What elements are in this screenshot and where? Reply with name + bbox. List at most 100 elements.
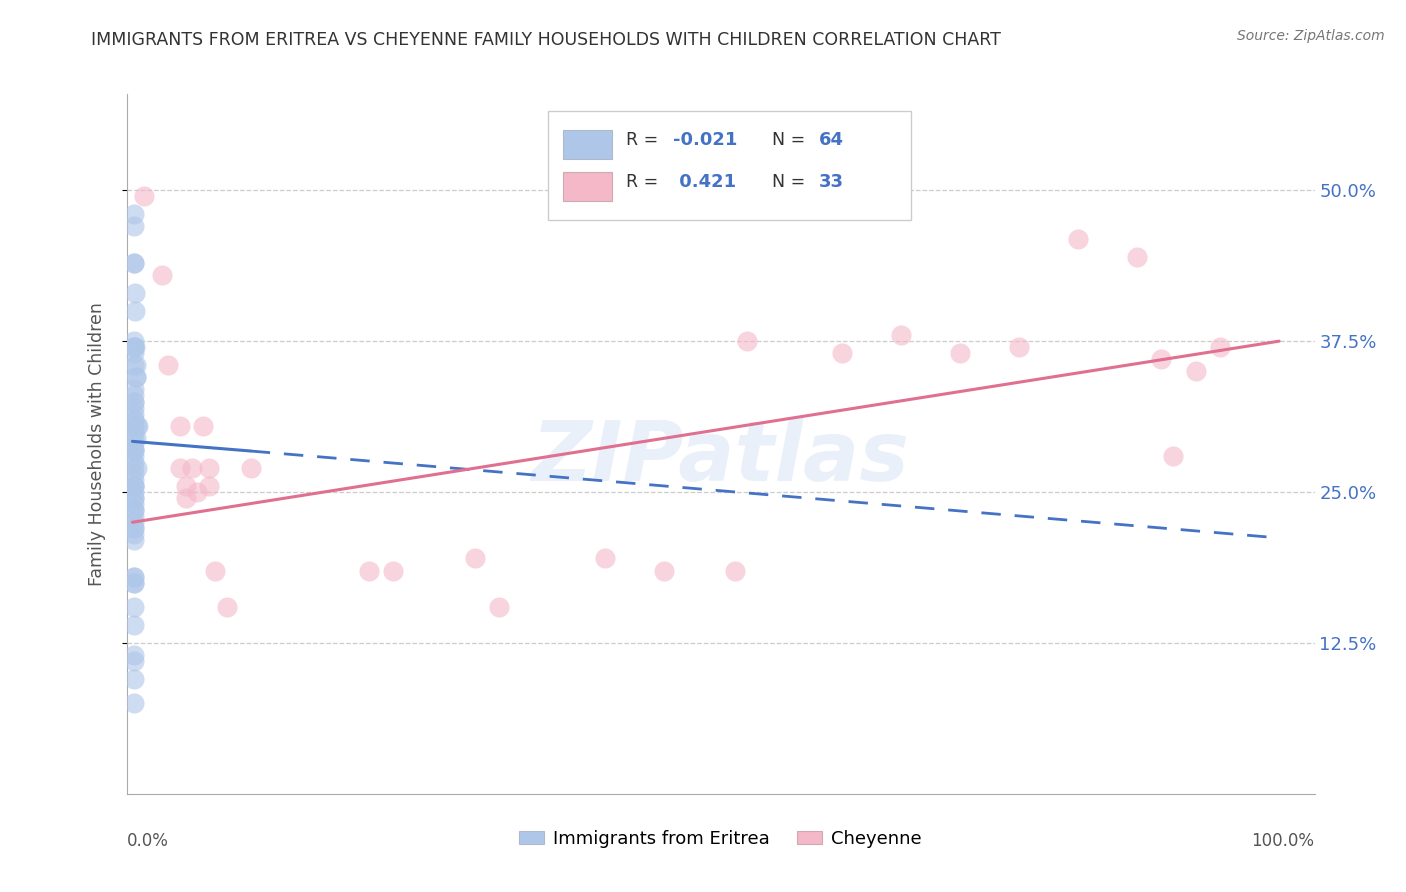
Point bbox=[122, 207, 145, 221]
FancyBboxPatch shape bbox=[548, 112, 911, 219]
Point bbox=[122, 618, 145, 632]
Point bbox=[122, 455, 145, 469]
Point bbox=[831, 346, 853, 360]
Point bbox=[122, 255, 145, 269]
Point bbox=[122, 394, 145, 409]
Point bbox=[122, 388, 145, 402]
Point bbox=[122, 340, 145, 354]
Point bbox=[198, 479, 221, 493]
Point bbox=[127, 418, 149, 433]
Point bbox=[122, 359, 145, 373]
Point bbox=[122, 383, 145, 397]
Point bbox=[122, 255, 145, 269]
Point bbox=[169, 461, 191, 475]
Text: N =: N = bbox=[772, 173, 810, 191]
Point bbox=[122, 569, 145, 583]
Point bbox=[122, 461, 145, 475]
Point bbox=[122, 575, 145, 590]
Point bbox=[122, 696, 145, 710]
Point bbox=[357, 564, 380, 578]
Point bbox=[1067, 231, 1090, 245]
Point bbox=[122, 503, 145, 517]
Point bbox=[122, 407, 145, 421]
Point bbox=[890, 328, 912, 343]
Point bbox=[122, 503, 145, 517]
Text: 0.0%: 0.0% bbox=[127, 832, 169, 850]
Point bbox=[127, 461, 149, 475]
Point bbox=[735, 334, 758, 348]
Point bbox=[1209, 340, 1232, 354]
Point bbox=[150, 268, 173, 282]
Point bbox=[1150, 352, 1173, 367]
Point bbox=[122, 533, 145, 548]
Text: N =: N = bbox=[772, 131, 810, 149]
Point bbox=[1008, 340, 1031, 354]
Point bbox=[125, 359, 148, 373]
Point bbox=[174, 491, 197, 505]
Point bbox=[122, 521, 145, 535]
Point bbox=[381, 564, 404, 578]
Text: Source: ZipAtlas.com: Source: ZipAtlas.com bbox=[1237, 29, 1385, 43]
Point bbox=[122, 599, 145, 614]
Point bbox=[204, 564, 226, 578]
Point bbox=[1185, 364, 1208, 378]
Point bbox=[122, 442, 145, 457]
Point bbox=[239, 461, 262, 475]
Point bbox=[122, 346, 145, 360]
Point bbox=[215, 599, 238, 614]
Point bbox=[949, 346, 972, 360]
Point bbox=[122, 442, 145, 457]
Text: R =: R = bbox=[626, 131, 664, 149]
Point bbox=[122, 334, 145, 348]
Point bbox=[127, 418, 149, 433]
Point bbox=[122, 418, 145, 433]
Bar bbox=[562, 130, 613, 160]
Point bbox=[122, 575, 145, 590]
Text: -0.021: -0.021 bbox=[673, 131, 737, 149]
Legend: Immigrants from Eritrea, Cheyenne: Immigrants from Eritrea, Cheyenne bbox=[512, 822, 929, 855]
Point bbox=[1161, 449, 1184, 463]
Bar bbox=[562, 172, 613, 202]
Point bbox=[122, 412, 145, 426]
Point bbox=[122, 497, 145, 511]
Text: R =: R = bbox=[626, 173, 664, 191]
Point bbox=[1126, 250, 1149, 264]
Point bbox=[122, 485, 145, 500]
Point bbox=[122, 479, 145, 493]
Point bbox=[122, 425, 145, 439]
Point bbox=[124, 340, 146, 354]
Point bbox=[193, 418, 215, 433]
Point bbox=[125, 370, 148, 384]
Point bbox=[122, 467, 145, 481]
Point bbox=[122, 449, 145, 463]
Point bbox=[595, 551, 617, 566]
Point bbox=[122, 473, 145, 487]
Point bbox=[122, 569, 145, 583]
Point bbox=[122, 442, 145, 457]
Point bbox=[122, 436, 145, 450]
Text: ZIPatlas: ZIPatlas bbox=[531, 417, 910, 499]
Point bbox=[122, 527, 145, 541]
Point bbox=[186, 485, 208, 500]
Point bbox=[724, 564, 747, 578]
Text: IMMIGRANTS FROM ERITREA VS CHEYENNE FAMILY HOUSEHOLDS WITH CHILDREN CORRELATION : IMMIGRANTS FROM ERITREA VS CHEYENNE FAMI… bbox=[91, 31, 1001, 49]
Point bbox=[122, 431, 145, 445]
Point bbox=[122, 491, 145, 505]
Y-axis label: Family Households with Children: Family Households with Children bbox=[87, 301, 105, 586]
Point bbox=[124, 285, 146, 300]
Point bbox=[124, 304, 146, 318]
Point bbox=[125, 370, 148, 384]
Point bbox=[134, 189, 156, 203]
Point bbox=[122, 394, 145, 409]
Point bbox=[169, 418, 191, 433]
Point bbox=[174, 479, 197, 493]
Point bbox=[488, 599, 510, 614]
Point bbox=[156, 359, 179, 373]
Point bbox=[122, 340, 145, 354]
Point bbox=[122, 672, 145, 686]
Text: 64: 64 bbox=[820, 131, 844, 149]
Point bbox=[122, 521, 145, 535]
Point bbox=[122, 491, 145, 505]
Point bbox=[122, 648, 145, 662]
Point bbox=[122, 515, 145, 529]
